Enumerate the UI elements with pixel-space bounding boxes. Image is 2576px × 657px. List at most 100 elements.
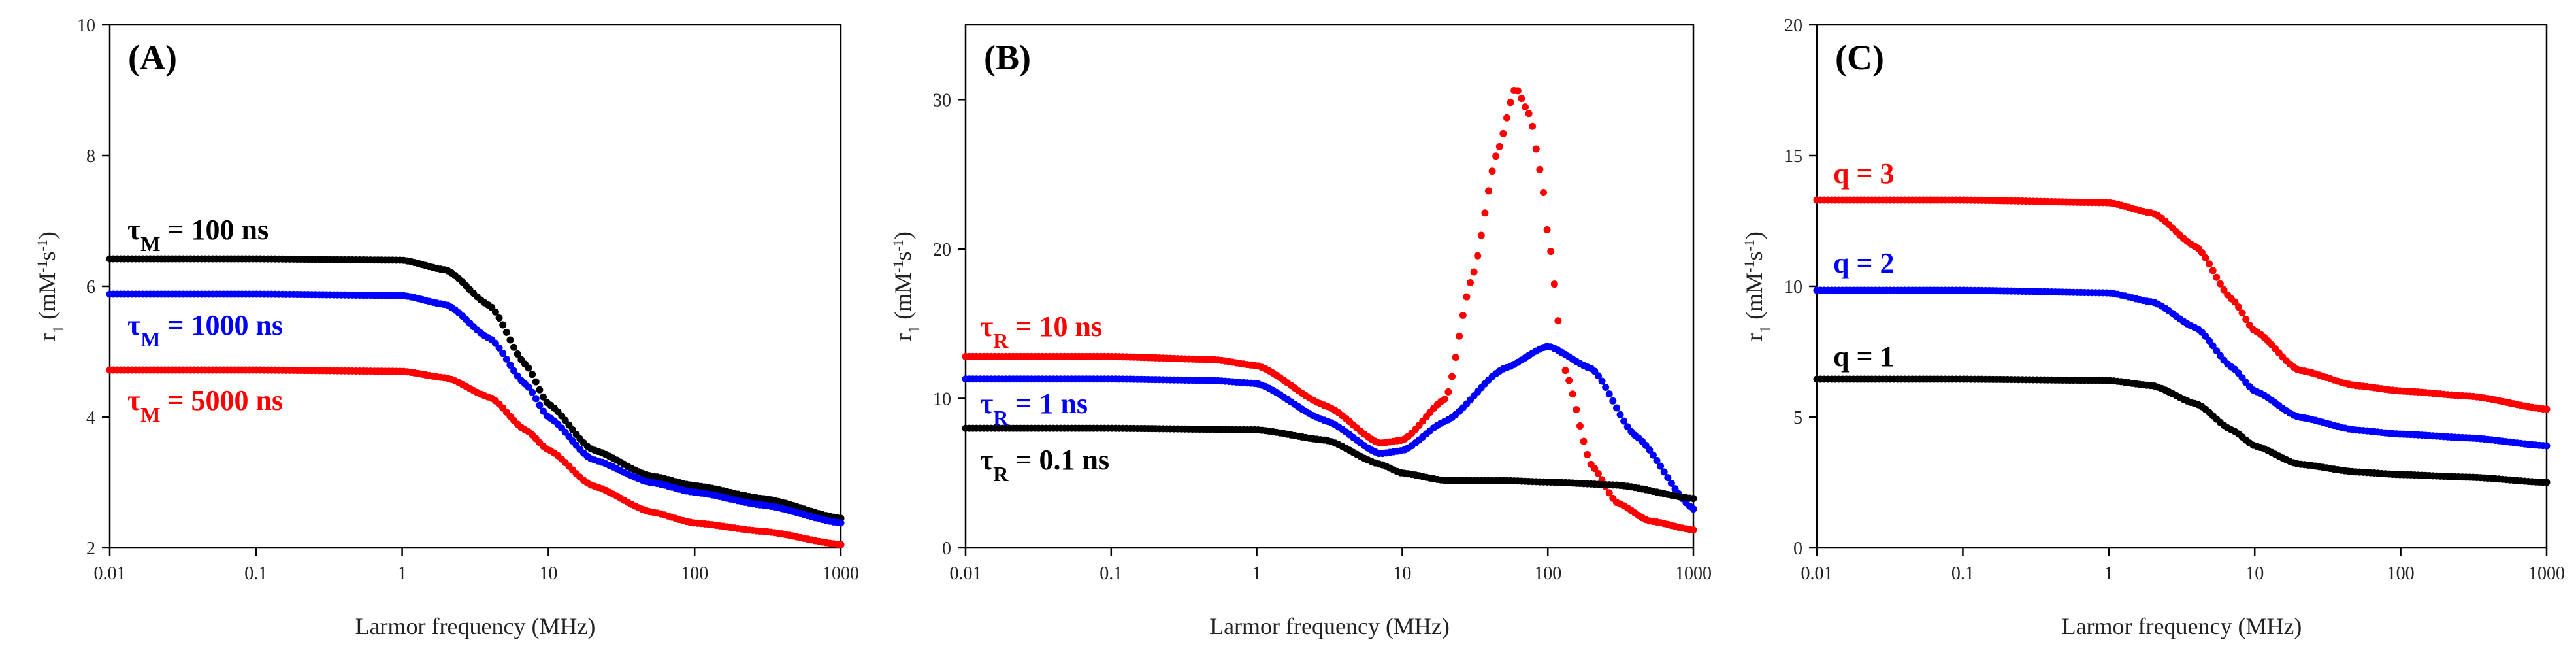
data-point	[1689, 526, 1697, 534]
x-tick-label: 0.01	[1801, 564, 1833, 584]
data-point	[2209, 267, 2217, 275]
data-point	[1543, 226, 1551, 233]
data-point	[499, 321, 507, 329]
data-point	[1539, 188, 1547, 196]
x-tick-label: 0.1	[1951, 564, 1974, 584]
data-point	[1477, 231, 1485, 239]
data-point	[2543, 405, 2551, 413]
data-point	[1518, 95, 1525, 103]
data-point	[2231, 298, 2239, 306]
data-point	[502, 355, 510, 363]
series-label: τR = 0.1 ns	[980, 444, 1109, 486]
data-point	[491, 308, 499, 316]
data-point	[1594, 469, 1602, 477]
series-1	[106, 255, 845, 522]
data-point	[536, 386, 544, 394]
panel-label: (C)	[1835, 38, 1884, 77]
data-point	[2209, 342, 2217, 350]
data-point	[495, 314, 503, 322]
chart-panel-2: 0.01 0.1 1 10 100 1000 0 10 20 30 Larmor frequency…	[890, 24, 1712, 639]
data-point	[514, 350, 521, 358]
y-tick-label: 0	[1793, 539, 1802, 559]
data-point	[1667, 479, 1675, 487]
x-tick-label: 100	[1534, 564, 1561, 584]
data-point	[2213, 347, 2221, 355]
plot-frame	[108, 24, 842, 549]
data-point	[1612, 404, 1620, 412]
x-axis-label: Larmor frequency (MHz)	[1209, 613, 1450, 639]
data-point	[1616, 411, 1624, 418]
y-tick-label: 30	[933, 90, 951, 110]
data-point	[1646, 446, 1654, 454]
data-point	[532, 395, 540, 403]
data-point	[1565, 377, 1573, 384]
series-label: τR = 10 ns	[980, 311, 1102, 352]
data-point	[1576, 422, 1584, 430]
series-label: τR = 1 ns	[980, 388, 1088, 430]
data-point	[506, 336, 514, 344]
data-point	[1584, 450, 1591, 458]
x-tick-label: 0.01	[950, 564, 982, 584]
y-tick-label: 8	[86, 146, 95, 167]
data-point	[1470, 268, 1478, 276]
data-point	[2198, 248, 2206, 256]
data-point	[1481, 209, 1489, 217]
data-point	[1554, 317, 1562, 325]
data-point	[1594, 372, 1602, 380]
data-point	[2238, 309, 2246, 317]
series-label: q = 3	[1833, 158, 1895, 190]
data-point	[2543, 442, 2551, 450]
data-point	[2235, 303, 2243, 311]
data-point	[1514, 87, 1522, 95]
chart-panel-1: 0.01 0.1 1 10 100 1000 2 4 6 8 10 Larmor frequency …	[34, 16, 860, 639]
data-point	[510, 343, 518, 351]
data-point	[1448, 373, 1456, 380]
data-point	[1609, 397, 1617, 405]
data-point	[499, 350, 507, 358]
data-point	[1649, 451, 1657, 459]
data-point	[1492, 152, 1500, 160]
data-point	[2206, 337, 2213, 345]
series-3	[106, 366, 845, 548]
data-point	[1653, 456, 1661, 464]
series-label: q = 1	[1833, 341, 1895, 373]
data-point	[2206, 260, 2213, 268]
data-point	[2213, 273, 2221, 281]
data-point	[837, 519, 845, 527]
y-tick-label: 10	[933, 389, 951, 409]
data-point	[1444, 388, 1452, 396]
data-point	[1550, 280, 1558, 288]
panel-label: (B)	[984, 38, 1031, 77]
x-tick-label: 0.01	[94, 564, 126, 584]
data-point	[1580, 437, 1588, 445]
data-point	[1664, 474, 1672, 482]
y-tick-label: 10	[77, 16, 95, 36]
series-label: τM = 5000 ns	[127, 384, 283, 426]
data-point	[1485, 187, 1493, 195]
x-axis-label: Larmor frequency (MHz)	[355, 613, 596, 639]
data-point	[1536, 165, 1544, 173]
x-tick-label: 1000	[2528, 564, 2565, 584]
data-point	[525, 383, 532, 391]
x-tick-label: 1	[2104, 564, 2113, 584]
y-tick-label: 20	[1784, 16, 1802, 36]
data-point	[1503, 114, 1511, 122]
panel-label: (A)	[128, 38, 177, 77]
data-point	[1569, 390, 1576, 398]
y-tick-label: 2	[86, 539, 95, 559]
data-point	[536, 401, 544, 409]
data-point	[502, 328, 510, 336]
x-tick-label: 100	[681, 564, 708, 584]
data-point	[1456, 332, 1463, 340]
y-tick-label: 20	[933, 240, 951, 260]
x-tick-label: 1	[398, 564, 407, 584]
data-point	[2220, 286, 2228, 294]
y-tick-label: 10	[1784, 277, 1802, 297]
data-point	[525, 364, 532, 372]
y-tick-label: 5	[1793, 408, 1802, 428]
series-1	[1813, 196, 2551, 413]
data-point	[2216, 280, 2224, 288]
x-tick-label: 0.1	[1100, 564, 1122, 584]
x-tick-label: 0.1	[244, 564, 267, 584]
series-2	[1813, 286, 2551, 450]
